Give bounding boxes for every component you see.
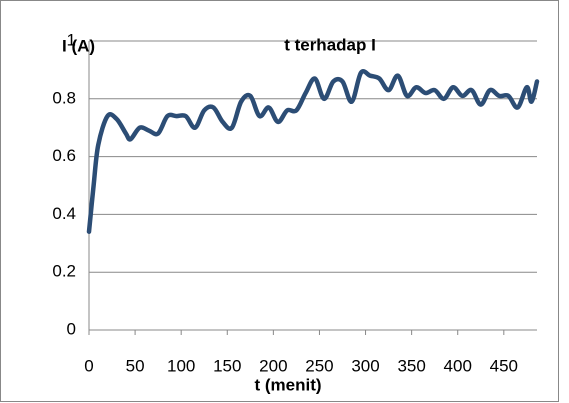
x-tick-label: 150 bbox=[213, 356, 241, 375]
x-tick-label: 100 bbox=[167, 356, 195, 375]
x-axis-label: t (menit) bbox=[254, 375, 321, 394]
x-tick-label: 50 bbox=[126, 356, 145, 375]
x-tick-label: 250 bbox=[305, 356, 333, 375]
y-tick-label: 1 bbox=[67, 30, 76, 49]
x-tick-label: 350 bbox=[397, 356, 425, 375]
y-tick-label: 0.4 bbox=[52, 204, 76, 223]
x-tick-label: 300 bbox=[351, 356, 379, 375]
y-tick-label: 0.8 bbox=[52, 88, 76, 107]
x-tick-label: 400 bbox=[444, 356, 472, 375]
x-tick-label: 200 bbox=[259, 356, 287, 375]
y-tick-label: 0.2 bbox=[52, 262, 76, 281]
chart-border bbox=[0, 0, 559, 402]
y-tick-label: 0 bbox=[67, 319, 76, 338]
y-axis-label: I (A) bbox=[62, 36, 95, 55]
y-tick-label: 0.6 bbox=[52, 146, 76, 165]
grid bbox=[88, 40, 537, 335]
x-tick-label: 0 bbox=[84, 356, 93, 375]
data-line bbox=[86, 69, 540, 234]
chart-title: t terhadap I bbox=[284, 35, 376, 54]
x-tick-label: 450 bbox=[490, 356, 518, 375]
